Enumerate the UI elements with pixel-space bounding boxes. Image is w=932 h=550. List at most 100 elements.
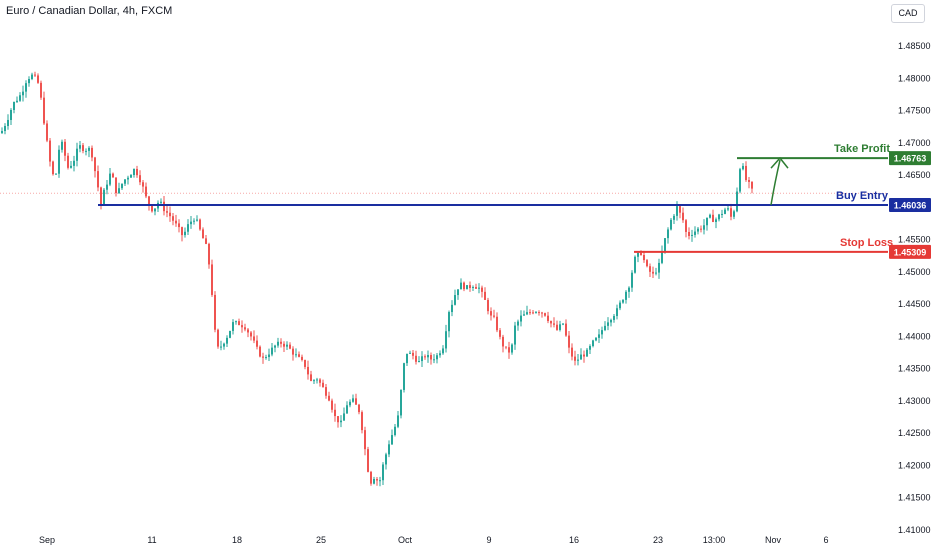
candle-body bbox=[715, 219, 717, 222]
candle-body bbox=[1, 131, 3, 134]
candle-body bbox=[526, 312, 528, 315]
candle-body bbox=[160, 201, 162, 203]
candle-body bbox=[343, 413, 345, 421]
level-price-label: 1.46036 bbox=[894, 201, 927, 211]
candle-body bbox=[652, 271, 654, 274]
x-tick-label: Nov bbox=[765, 535, 782, 545]
candle-body bbox=[37, 75, 39, 83]
candle-body bbox=[82, 145, 84, 151]
candle-body bbox=[418, 361, 420, 363]
candle-body bbox=[448, 312, 450, 332]
candle-body bbox=[547, 315, 549, 322]
x-axis: Sep 11 18 25 Oct 9 16 23 13:00 Nov 6 bbox=[39, 535, 829, 545]
candle-body bbox=[667, 229, 669, 239]
currency-button[interactable]: CAD bbox=[891, 4, 925, 23]
candle-body bbox=[559, 324, 561, 330]
candle-body bbox=[700, 228, 702, 230]
candle-body bbox=[175, 220, 177, 224]
candle-body bbox=[352, 398, 354, 402]
candle-body bbox=[454, 295, 456, 305]
candle-body bbox=[679, 206, 681, 213]
candle-body bbox=[544, 313, 546, 316]
candle-body bbox=[277, 341, 279, 346]
candle-body bbox=[256, 340, 258, 347]
candle-body bbox=[97, 171, 99, 188]
candle-body bbox=[442, 348, 444, 354]
candle-body bbox=[67, 155, 69, 168]
candle-body bbox=[502, 336, 504, 347]
x-tick-label: 13:00 bbox=[703, 535, 726, 545]
candle-body bbox=[319, 379, 321, 383]
candle-body bbox=[610, 319, 612, 323]
candle-body bbox=[505, 346, 507, 348]
candle-body bbox=[427, 355, 429, 358]
candle-body bbox=[694, 231, 696, 235]
candle-body bbox=[457, 289, 459, 296]
candle-body bbox=[310, 374, 312, 381]
level-price-tag bbox=[889, 244, 931, 259]
candle-body bbox=[382, 464, 384, 481]
x-tick-label: Sep bbox=[39, 535, 55, 545]
candle-body bbox=[196, 219, 198, 221]
candle-body bbox=[625, 291, 627, 300]
candle-body bbox=[100, 187, 102, 205]
candle-body bbox=[655, 272, 657, 274]
candle-body bbox=[745, 165, 747, 181]
candle-body bbox=[472, 286, 474, 288]
candle-body bbox=[124, 179, 126, 184]
candle-body bbox=[268, 354, 270, 358]
y-tick-label: 1.46500 bbox=[898, 170, 931, 180]
candle-body bbox=[568, 335, 570, 348]
candle-body bbox=[235, 321, 237, 323]
candle-body bbox=[496, 316, 498, 331]
candle-body bbox=[589, 346, 591, 350]
candle-body bbox=[637, 252, 639, 257]
candle-body bbox=[130, 175, 132, 178]
candle-body bbox=[598, 334, 600, 338]
candle-body bbox=[394, 426, 396, 436]
candle-body bbox=[16, 100, 18, 102]
candle-body bbox=[586, 349, 588, 357]
level-name: Stop Loss bbox=[840, 237, 893, 249]
x-tick-label: 11 bbox=[147, 535, 156, 545]
candle-body bbox=[154, 208, 156, 212]
candle-body bbox=[718, 214, 720, 220]
candle-body bbox=[13, 101, 15, 110]
candle-body bbox=[466, 285, 468, 290]
candle-body bbox=[148, 196, 150, 205]
candle-body bbox=[712, 214, 714, 222]
candle-body bbox=[739, 169, 741, 192]
candle-body bbox=[517, 321, 519, 326]
candle-body bbox=[118, 188, 120, 194]
candle-body bbox=[229, 330, 231, 338]
candle-body bbox=[565, 323, 567, 336]
candle-body bbox=[622, 299, 624, 303]
candle-body bbox=[139, 175, 141, 183]
candle-body bbox=[103, 189, 105, 205]
candle-body bbox=[220, 346, 222, 348]
candle-body bbox=[391, 435, 393, 445]
candle-body bbox=[295, 354, 297, 356]
y-tick-label: 1.41000 bbox=[898, 525, 931, 535]
candle-body bbox=[46, 123, 48, 141]
candle-body bbox=[73, 160, 75, 166]
candle-body bbox=[409, 352, 411, 354]
candle-body bbox=[490, 311, 492, 316]
candle-body bbox=[328, 395, 330, 401]
candle-body bbox=[25, 83, 27, 92]
candle-body bbox=[163, 201, 165, 212]
y-tick-label: 1.48000 bbox=[898, 73, 931, 83]
candle-body bbox=[688, 231, 690, 236]
candle-body bbox=[619, 302, 621, 309]
candle-body bbox=[592, 340, 594, 347]
candle-body bbox=[430, 355, 432, 360]
candle-body bbox=[31, 74, 33, 79]
candle-body bbox=[460, 282, 462, 290]
candle-body bbox=[292, 348, 294, 355]
candle-body bbox=[643, 255, 645, 261]
y-tick-label: 1.44000 bbox=[898, 331, 931, 341]
candle-body bbox=[532, 312, 534, 314]
candle-body bbox=[616, 308, 618, 317]
candle-body bbox=[400, 389, 402, 416]
